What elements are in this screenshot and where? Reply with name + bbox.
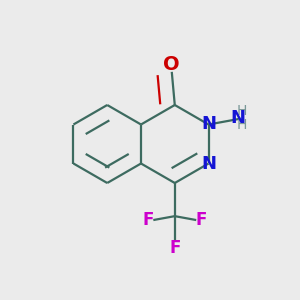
Text: O: O — [164, 55, 180, 74]
Text: N: N — [202, 155, 217, 173]
Text: H: H — [237, 104, 247, 118]
Text: F: F — [196, 211, 207, 229]
Text: N: N — [202, 115, 217, 133]
Text: N: N — [230, 109, 245, 127]
Text: F: F — [169, 239, 181, 257]
Text: F: F — [142, 211, 154, 229]
Text: H: H — [237, 118, 247, 132]
